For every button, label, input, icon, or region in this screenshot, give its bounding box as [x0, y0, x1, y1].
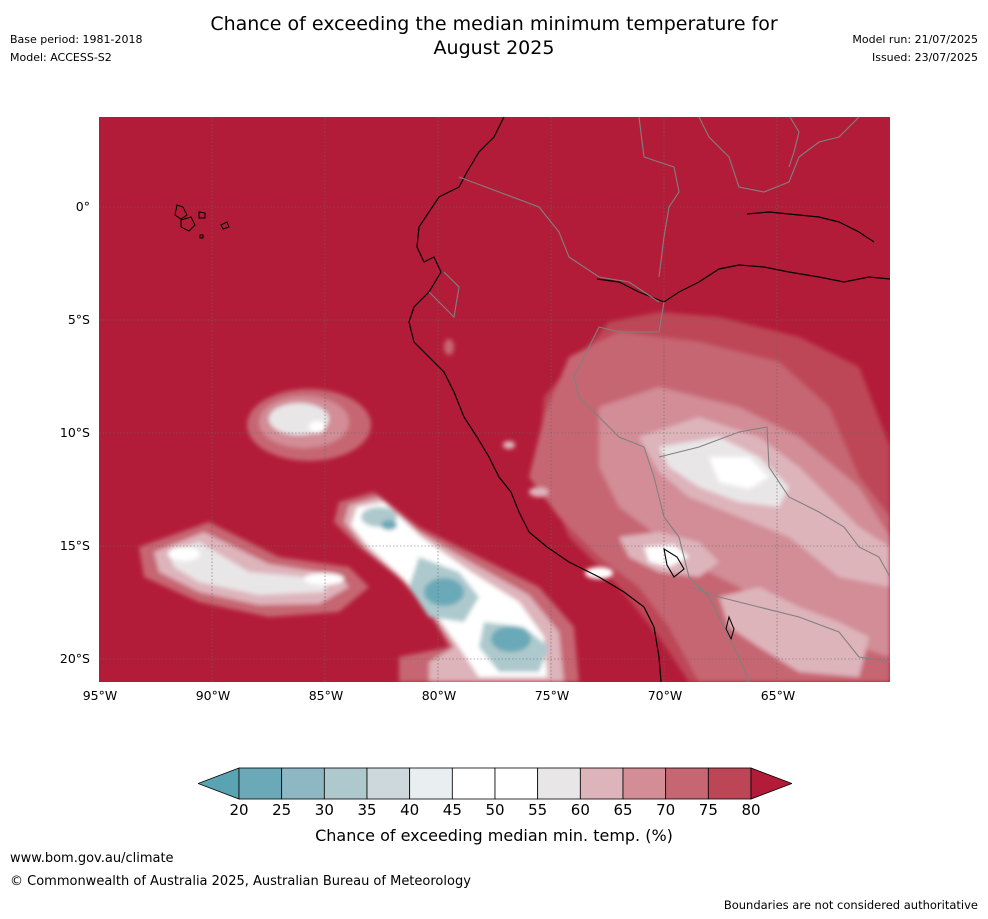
colorbar-tick-label: 70: [656, 801, 676, 819]
title-line-2: August 2025: [433, 37, 555, 59]
colorbar-tick-label: 20: [229, 801, 249, 819]
colorbar-tick-label: 55: [528, 801, 548, 819]
colorbar-cell: [494, 767, 539, 800]
colorbar-tick-label: 50: [485, 801, 505, 819]
colorbar-cell: [537, 767, 581, 800]
colorbar-tick-label: 25: [272, 801, 292, 819]
base-period: Base period: 1981-2018: [10, 33, 143, 46]
colorbar-tick-label: 40: [400, 801, 420, 819]
coastline: [408, 117, 662, 682]
colorbar-cell: [323, 767, 368, 800]
colorbar-tick-label: 65: [613, 801, 633, 819]
colorbar-cells: [198, 767, 792, 800]
colorbar: [198, 767, 792, 800]
colorbar-tick-label: 35: [357, 801, 377, 819]
footer-note: Boundaries are not considered authoritat…: [723, 898, 978, 912]
colorbar-cell: [707, 767, 752, 800]
model-name: Model: ACCESS-S2: [10, 51, 112, 64]
meta-left: Base period: 1981-2018 Model: ACCESS-S2: [10, 31, 142, 67]
colorbar-tick-label: 80: [741, 801, 761, 819]
lat-label-15s: 15°S: [59, 538, 90, 553]
colorbar-cell: [665, 767, 709, 800]
offshore-contours: [139, 339, 613, 682]
footer-copyright: © Commonwealth of Australia 2025, Austra…: [10, 874, 471, 889]
lon-label-85w: 85°W: [308, 688, 344, 703]
model-run: Model run: 21/07/2025: [852, 33, 978, 46]
map-title: Chance of exceeding the median minimum t…: [0, 12, 988, 60]
colorbar-cell: [451, 767, 496, 800]
gridlines: [99, 117, 890, 682]
lon-label-80w: 80°W: [421, 688, 457, 703]
colorbar-arrow-high: [750, 767, 792, 800]
colorbar-cell: [238, 767, 283, 800]
colorbar-tick-label: 60: [570, 801, 590, 819]
lon-label-90w: 90°W: [195, 688, 231, 703]
colorbar-tick-label: 30: [314, 801, 334, 819]
lon-label-95w: 95°W: [82, 688, 118, 703]
colorbar-label: Chance of exceeding median min. temp. (%…: [315, 826, 673, 845]
amazon-river: [596, 264, 890, 303]
lon-label-75w: 75°W: [534, 688, 570, 703]
map-panel: [99, 117, 890, 682]
galapagos-islands: [174, 204, 230, 239]
lake-titicaca: [663, 547, 685, 578]
colorbar-cell: [579, 767, 624, 800]
footer-url: www.bom.gov.au/climate: [10, 851, 174, 866]
lat-label-20s: 20°S: [59, 651, 90, 666]
colorbar-cell: [281, 767, 325, 800]
meta-right: Model run: 21/07/2025 Issued: 23/07/2025: [852, 31, 978, 67]
colorbar-tick-label: 75: [698, 801, 718, 819]
colorbar-cell: [622, 767, 667, 800]
lat-label-5s: 5°S: [67, 312, 90, 327]
title-line-1: Chance of exceeding the median minimum t…: [210, 13, 778, 35]
lat-label-0: 0°: [75, 199, 90, 214]
lon-label-65w: 65°W: [760, 688, 796, 703]
lake-poopo: [725, 615, 735, 641]
colorbar-cell: [366, 767, 411, 800]
forecast-map: [99, 117, 890, 682]
country-borders: [428, 117, 890, 682]
colorbar-cell: [409, 767, 453, 800]
river-north: [746, 211, 875, 243]
colorbar-tick-label: 45: [442, 801, 462, 819]
colorbar-arrow-low: [198, 767, 240, 800]
lat-label-10s: 10°S: [59, 425, 90, 440]
issued-date: Issued: 23/07/2025: [871, 51, 978, 64]
interior-contours: [529, 312, 890, 682]
lon-label-70w: 70°W: [647, 688, 683, 703]
